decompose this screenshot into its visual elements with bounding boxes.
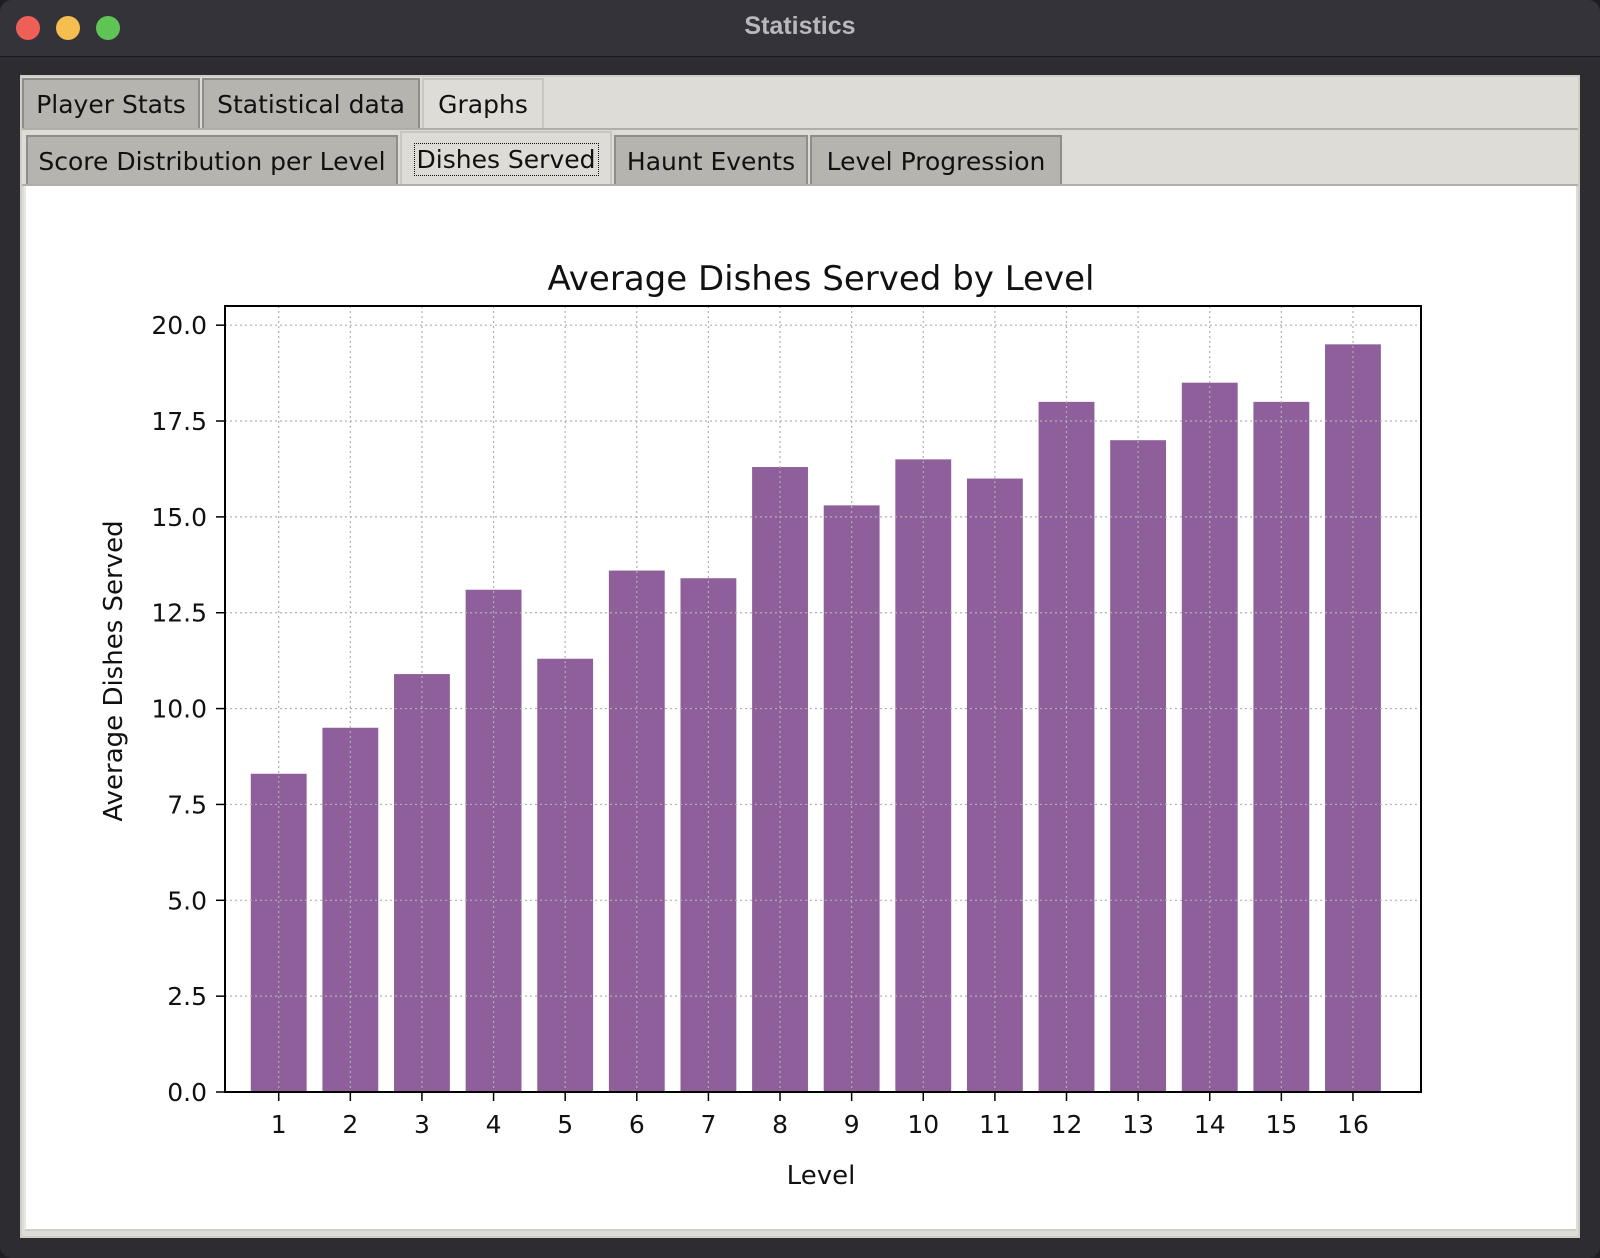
bar-chart: Average Dishes Served by Level Level Ave… [99,259,1422,1191]
x-axis-ticks: 1 2 3 4 5 6 7 8 9 10 11 12 13 14 15 16 [271,1092,1369,1139]
x-tick-label: 10 [907,1110,939,1139]
y-tick-label: 5.0 [167,886,207,915]
x-tick-label: 13 [1122,1110,1154,1139]
y-tick-label: 7.5 [167,790,207,819]
y-tick-label: 12.5 [151,599,207,628]
tab-label: Dishes Served [413,142,599,176]
x-tick-label: 9 [844,1110,860,1139]
chart-title: Average Dishes Served by Level [548,259,1095,299]
y-tick-label: 10.0 [151,695,207,724]
graph-canvas: Average Dishes Served by Level Level Ave… [24,186,1576,1231]
x-tick-label: 14 [1194,1110,1226,1139]
y-tick-label: 20.0 [151,311,207,340]
x-tick-label: 1 [271,1110,287,1139]
y-tick-label: 0.0 [167,1078,207,1107]
tab-haunt-events[interactable]: Haunt Events [614,135,808,185]
tab-dishes-served[interactable]: Dishes Served [400,131,612,185]
tab-label: Level Progression [826,146,1046,176]
tab-player-stats[interactable]: Player Stats [22,78,200,129]
tab-level-progression[interactable]: Level Progression [810,135,1062,185]
tab-label: Haunt Events [626,146,796,176]
tab-label: Graphs [438,90,528,119]
tab-label: Player Stats [36,90,186,119]
bars [250,344,1381,1093]
x-tick-label: 7 [700,1110,716,1139]
tab-label: Score Distribution per Level [38,146,386,176]
x-tick-label: 3 [414,1110,430,1139]
x-tick-label: 16 [1337,1110,1369,1139]
x-tick-label: 6 [629,1110,645,1139]
close-window-button[interactable] [16,16,40,40]
bar-level-5 [537,658,594,1092]
tab-label: Statistical data [217,90,405,119]
tab-divider [22,184,1578,186]
y-tick-label: 17.5 [151,407,207,436]
x-tick-label: 5 [557,1110,573,1139]
x-tick-label: 11 [979,1110,1011,1139]
title-bar[interactable]: Statistics [0,0,1600,57]
x-axis-label: Level [787,1161,856,1191]
tab-graphs[interactable]: Graphs [422,78,544,129]
axes-frame [224,305,1422,1093]
bar-level-4 [465,589,522,1092]
x-tick-label: 8 [772,1110,788,1139]
minimize-window-button[interactable] [56,16,80,40]
tab-statistical-data[interactable]: Statistical data [202,78,420,129]
zoom-window-button[interactable] [96,16,120,40]
x-tick-label: 15 [1265,1110,1297,1139]
y-axis-label: Average Dishes Served [99,520,129,821]
grid-lines [225,306,1421,1093]
x-tick-label: 2 [342,1110,358,1139]
bar-level-9 [823,505,880,1092]
bar-level-7 [680,578,737,1092]
bar-level-8 [752,467,808,1092]
x-tick-label: 4 [486,1110,502,1139]
window-title: Statistics [744,12,856,40]
x-tick-label: 12 [1051,1110,1083,1139]
y-tick-label: 2.5 [167,982,207,1011]
tab-divider [22,128,1578,130]
y-axis-ticks: 0.0 2.5 5.0 7.5 10.0 12.5 15.0 17.5 20.0 [151,311,225,1107]
tab-score-distribution[interactable]: Score Distribution per Level [26,135,398,185]
bar-level-11 [966,478,1023,1092]
y-tick-label: 15.0 [151,503,207,532]
